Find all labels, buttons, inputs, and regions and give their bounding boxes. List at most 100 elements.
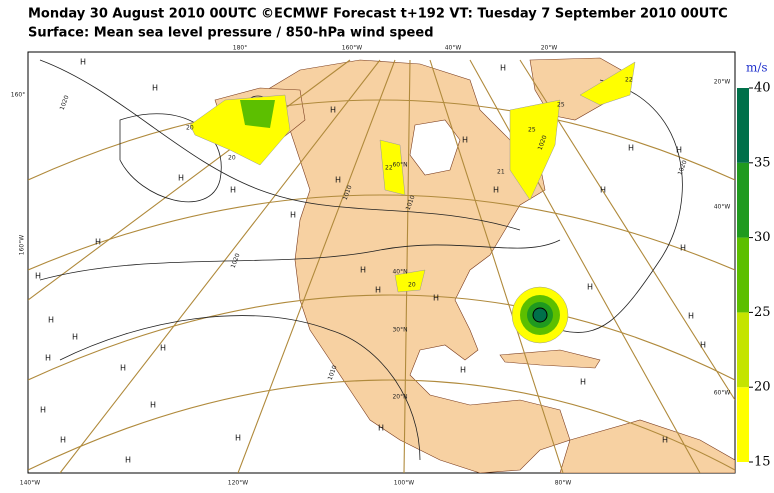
wind-label: 22 bbox=[625, 77, 633, 84]
high-pressure-label: H bbox=[700, 341, 706, 350]
high-pressure-label: H bbox=[500, 64, 506, 73]
high-pressure-label: H bbox=[688, 312, 694, 321]
wind-label: 25 bbox=[528, 127, 536, 134]
wind-area bbox=[379, 139, 406, 196]
high-pressure-label: H bbox=[433, 294, 439, 303]
parallel bbox=[28, 379, 735, 471]
high-pressure-label: H bbox=[580, 378, 586, 387]
high-pressure-label: H bbox=[45, 354, 51, 363]
colorbar-label: 30 bbox=[754, 230, 771, 245]
colorbar-segment bbox=[737, 162, 749, 238]
high-pressure-label: H bbox=[60, 436, 66, 445]
meridian bbox=[28, 59, 735, 473]
high-pressure-label: H bbox=[662, 436, 668, 445]
wind-label: 25 bbox=[557, 102, 565, 109]
high-pressure-label: H bbox=[80, 58, 86, 67]
wind-label: 20 bbox=[186, 125, 194, 132]
high-pressure-label: H bbox=[48, 316, 54, 325]
graticule-label: 60°N bbox=[392, 162, 407, 169]
colorbar-label: 20 bbox=[754, 380, 771, 395]
graticule-label: 30°N bbox=[392, 327, 407, 334]
graticule-label: 160° bbox=[11, 92, 25, 99]
south-america bbox=[559, 419, 735, 473]
graticule-label: 40°N bbox=[392, 269, 407, 276]
wind-area bbox=[509, 99, 561, 201]
high-pressure-label: H bbox=[35, 272, 41, 281]
high-pressure-label: H bbox=[330, 106, 336, 115]
high-pressure-label: H bbox=[178, 174, 184, 183]
isobar-label: 1020 bbox=[59, 94, 71, 111]
isobar bbox=[39, 59, 521, 231]
high-pressure-label: H bbox=[460, 366, 466, 375]
high-pressure-label: H bbox=[600, 186, 606, 195]
high-pressure-label: H bbox=[235, 434, 241, 443]
parallel bbox=[28, 194, 735, 271]
high-pressure-label: H bbox=[628, 144, 634, 153]
high-pressure-label: H bbox=[152, 84, 158, 93]
parallel bbox=[28, 99, 735, 181]
graticule-label: 100°W bbox=[394, 480, 414, 487]
colorbar-unit: m/s bbox=[746, 61, 768, 75]
hudson-bay bbox=[409, 119, 461, 176]
high-pressure-label: H bbox=[160, 344, 166, 353]
wind-label: 20 bbox=[408, 282, 416, 289]
parallel bbox=[28, 294, 735, 381]
map-labels: 60°N 40°N 30°N 20°N 1020 1010 1020 1010 1010 1020… bbox=[35, 58, 706, 465]
high-pressure-label: H bbox=[40, 406, 46, 415]
high-pressure-label: H bbox=[290, 211, 296, 220]
high-pressure-label: H bbox=[120, 364, 126, 373]
isobar bbox=[59, 315, 421, 461]
graticule-label: 120°W bbox=[228, 480, 248, 487]
graticule-label: 140°W bbox=[20, 480, 40, 487]
colorbar-segment bbox=[737, 312, 749, 388]
high-pressure-label: H bbox=[680, 244, 686, 253]
colorbar-segment bbox=[737, 387, 749, 462]
subtitle: Surface: Mean sea level pressure / 850-h… bbox=[28, 26, 434, 41]
high-pressure-label: H bbox=[72, 333, 78, 342]
colorbar-label: 25 bbox=[754, 305, 771, 320]
wind-label: 21 bbox=[497, 169, 505, 176]
isobar-label: 1010 bbox=[342, 184, 354, 201]
high-pressure-label: H bbox=[230, 186, 236, 195]
graticule-label: 60°W bbox=[714, 390, 731, 397]
high-pressure-label: H bbox=[587, 283, 593, 292]
high-pressure-label: H bbox=[493, 186, 499, 195]
high-pressure-label: H bbox=[462, 136, 468, 145]
wind-area bbox=[394, 269, 426, 293]
isobar-label: 1020 bbox=[537, 134, 549, 151]
isobar-label: 1020 bbox=[677, 159, 689, 176]
wind-area bbox=[240, 100, 275, 128]
hurricane-wind bbox=[532, 307, 548, 323]
graticule-label: 80°W bbox=[555, 480, 572, 487]
high-pressure-label: H bbox=[360, 266, 366, 275]
colorbar: 15 20 25 30 35 40 bbox=[737, 81, 771, 470]
isobar-label: 1020 bbox=[230, 252, 242, 269]
graticule-label: 40°W bbox=[445, 45, 462, 52]
graticule-label: 160°W bbox=[19, 235, 26, 255]
graticule-label: 20°N bbox=[392, 394, 407, 401]
colorbar-segment bbox=[737, 237, 749, 313]
wind-label: 20 bbox=[228, 155, 236, 162]
colorbar-label: 40 bbox=[754, 81, 771, 96]
high-pressure-label: H bbox=[150, 401, 156, 410]
colorbar-label: 15 bbox=[754, 455, 771, 470]
colorbar-segment bbox=[737, 88, 749, 163]
high-pressure-label: H bbox=[125, 456, 131, 465]
isobar-label: 1010 bbox=[327, 364, 339, 381]
isobar bbox=[39, 239, 561, 281]
map-body: 60°N 40°N 30°N 20°N 1020 1010 1020 1010 1010 1020… bbox=[28, 58, 735, 473]
graticule-label: 20°W bbox=[541, 45, 558, 52]
wind-label: 22 bbox=[385, 165, 393, 172]
isobar bbox=[559, 79, 683, 333]
isobar bbox=[119, 113, 222, 203]
high-pressure-label: H bbox=[335, 176, 341, 185]
graticule-label: 20°W bbox=[714, 79, 731, 86]
graticule-label: 40°W bbox=[714, 204, 731, 211]
title: Monday 30 August 2010 00UTC ©ECMWF Forec… bbox=[28, 7, 728, 22]
colorbar-label: 35 bbox=[754, 155, 771, 170]
graticule-label: 180° bbox=[233, 45, 247, 52]
high-pressure-label: H bbox=[676, 146, 682, 155]
wind-area bbox=[579, 61, 636, 106]
high-pressure-label: H bbox=[95, 238, 101, 247]
